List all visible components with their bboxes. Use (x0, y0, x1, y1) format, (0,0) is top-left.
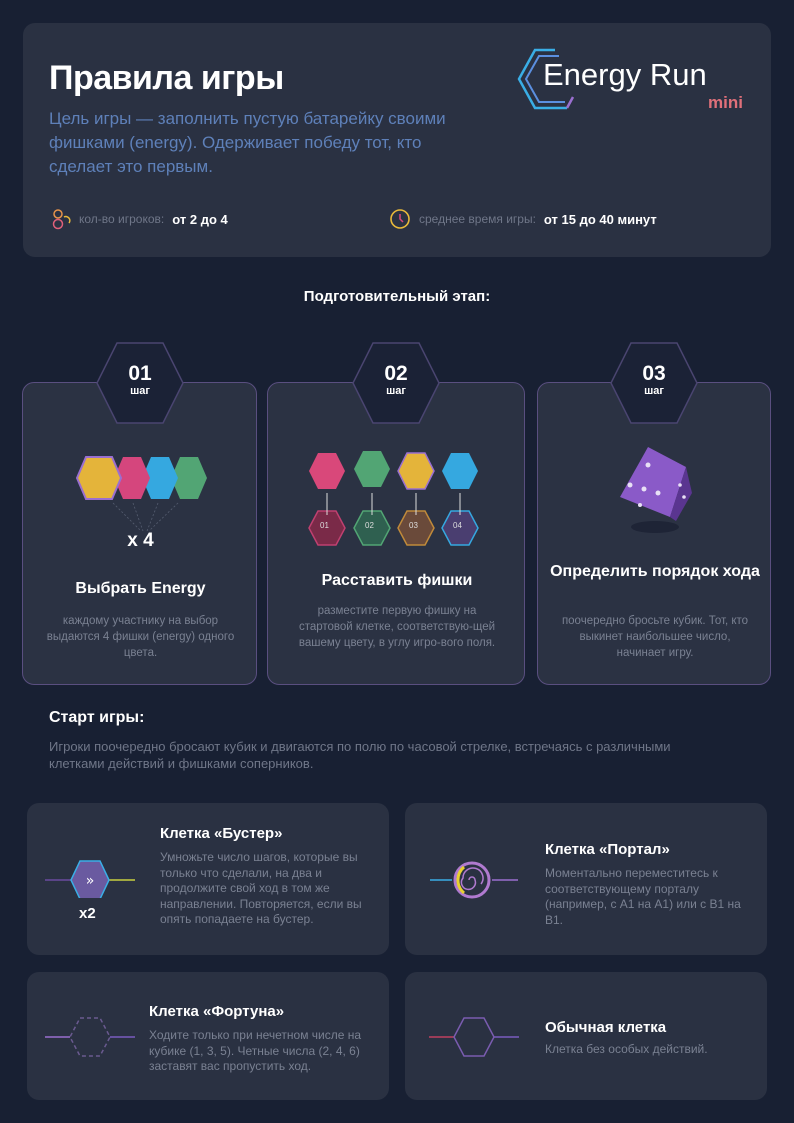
step-title: Расставить фишки (321, 572, 473, 589)
logo-name: Energy Run (543, 57, 707, 92)
energy-hexes (75, 456, 207, 532)
svg-text:»: » (86, 873, 95, 889)
cell-card-fortune: Клетка «Фортуна» Ходите только при нечет… (27, 972, 389, 1100)
step-word: шаг (130, 385, 150, 397)
step-title: Выбрать Energy (75, 580, 206, 597)
page-subtitle: Цель игры — заполнить пустую батарейку с… (49, 109, 446, 176)
step-card-2: 01 02 03 04 Расставить фишки разместите … (267, 382, 525, 685)
players-stat: кол-во игроков: от 2 до 4 (51, 208, 228, 230)
cell-card-portal: Клетка «Портал» Моментально переместитес… (405, 803, 767, 955)
chip-label: 03 (409, 521, 418, 530)
logo: Energy Run mini (517, 47, 747, 117)
cell-title: Обычная клетка (545, 1019, 667, 1036)
booster-hex-icon: » (45, 860, 135, 898)
cell-title: Клетка «Бустер» (160, 825, 283, 842)
time-label: среднее время игры: (419, 212, 536, 226)
step-text: каждому участнику на выбор выдаются 4 фи… (46, 615, 235, 659)
prep-title: Подготовительный этап: (303, 288, 491, 305)
cell-card-plain: Обычная клетка Клетка без особых действи… (405, 972, 767, 1100)
logo-hex-icon (517, 48, 575, 110)
step-badge-1: 01 шаг (95, 341, 185, 425)
start-title: Старт игры: (49, 709, 145, 726)
step-number: 02 (384, 362, 408, 385)
dice-icon (620, 447, 692, 533)
step-badge-3: 03 шаг (609, 341, 699, 425)
step-card-1: x 4 Выбрать Energy каждому участнику на … (22, 382, 257, 685)
chip-label: 04 (453, 521, 462, 530)
time-stat: среднее время игры: от 15 до 40 минут (389, 208, 657, 230)
cell-text: Клетка без особых действий. (545, 1042, 708, 1056)
portal-spiral-icon (430, 861, 518, 899)
start-text: Игроки поочередно бросают кубик и двигаю… (49, 739, 671, 771)
page-title: Правила игры (49, 59, 284, 97)
step-text: разместите первую фишку на стартовой кле… (298, 605, 496, 649)
cell-title: Клетка «Фортуна» (149, 1003, 285, 1020)
step-word: шаг (386, 385, 406, 397)
chip-placement-icon (308, 451, 479, 546)
cell-text: Моментально переместитесь к соответствую… (545, 866, 741, 927)
clock-icon (390, 209, 410, 229)
step-text: поочередно бросьте кубик. Тот, кто выкин… (561, 615, 749, 659)
step-badge-2: 02 шаг (351, 341, 441, 425)
cell-text: Умножьте число шагов, которые вы только … (160, 850, 362, 926)
chip-label: 02 (365, 521, 374, 530)
players-label: кол-во игроков: (79, 212, 165, 226)
step-card-3: Определить порядок хода поочередно брось… (537, 382, 771, 685)
logo-suffix: mini (708, 93, 743, 112)
time-value: от 15 до 40 минут (543, 211, 657, 227)
booster-badge: x2 (79, 905, 96, 922)
fortune-dashed-hex-icon (45, 1017, 135, 1057)
plain-hex-icon (429, 1017, 519, 1057)
step-title: Определить порядок хода (550, 563, 760, 580)
cell-card-booster: » x2 Клетка «Бустер» Умножьте число шаго… (27, 803, 389, 955)
cell-text: Ходите только при нечетном числе на куби… (149, 1028, 362, 1073)
step-number: 01 (128, 362, 152, 385)
players-value: от 2 до 4 (172, 211, 228, 227)
step-number: 03 (642, 362, 666, 385)
cell-title: Клетка «Портал» (545, 841, 670, 858)
step-word: шаг (644, 385, 664, 397)
chip-label: 01 (320, 521, 329, 530)
players-icon (52, 209, 71, 230)
header-card: Правила игры Цель игры — заполнить пусту… (23, 23, 771, 257)
multiplier: x 4 (127, 530, 154, 551)
